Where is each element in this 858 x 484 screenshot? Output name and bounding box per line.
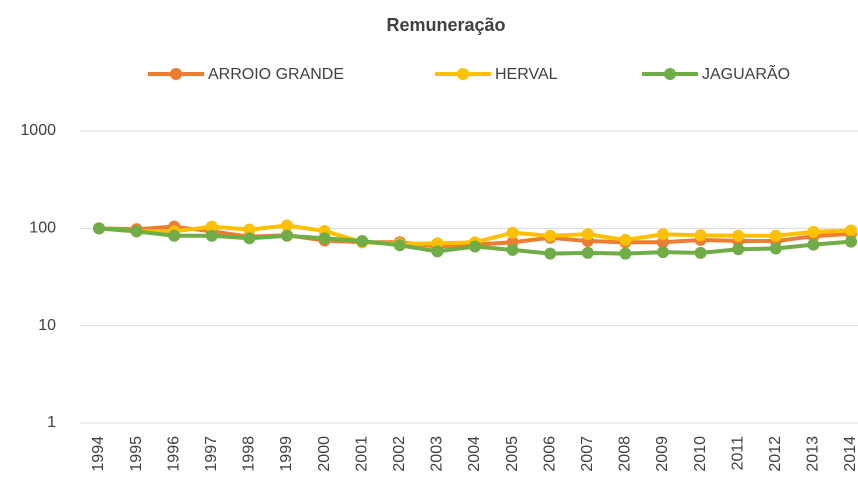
data-point — [657, 246, 669, 259]
data-point — [469, 240, 481, 253]
legend-marker — [664, 68, 676, 80]
legend-label: JAGUARÃO — [702, 63, 790, 83]
data-point — [393, 239, 406, 252]
x-tick-label: 1998 — [241, 436, 258, 472]
data-point — [205, 220, 218, 233]
x-tick-label: 2003 — [429, 436, 446, 472]
x-tick-label: 2013 — [805, 436, 822, 472]
data-point — [769, 229, 782, 242]
x-tick-label: 2007 — [579, 436, 596, 472]
data-point — [732, 243, 745, 256]
data-point — [769, 242, 782, 255]
x-tick-label: 2014 — [842, 436, 858, 472]
data-point — [581, 246, 594, 259]
y-tick-label: 10 — [38, 317, 56, 334]
x-tick-label: 1995 — [128, 436, 145, 472]
data-point — [619, 233, 632, 246]
x-tick-label: 2001 — [353, 436, 370, 472]
x-tick-label: 1999 — [278, 436, 295, 472]
data-point — [657, 228, 669, 241]
data-point — [544, 229, 557, 242]
data-point — [93, 222, 105, 235]
x-tick-label: 1994 — [90, 436, 107, 472]
data-point — [581, 228, 594, 241]
data-point — [506, 226, 519, 239]
data-point — [694, 229, 707, 242]
x-tick-label: 2000 — [316, 436, 333, 472]
x-tick-label: 1996 — [165, 436, 182, 472]
data-point — [845, 235, 857, 248]
chart-title: Remuneração — [386, 15, 505, 35]
x-tick-label: 1997 — [203, 436, 220, 472]
legend-marker — [457, 68, 469, 80]
legend-label: HERVAL — [495, 66, 558, 83]
data-point — [243, 223, 256, 236]
x-tick-label: 2009 — [654, 436, 671, 472]
data-point — [807, 225, 820, 238]
data-point — [619, 247, 632, 260]
legend-marker — [170, 68, 182, 80]
x-tick-label: 2004 — [466, 436, 483, 472]
data-point — [506, 243, 519, 256]
y-tick-label: 1000 — [20, 122, 56, 139]
x-tick-label: 2002 — [391, 436, 408, 472]
y-tick-label: 1 — [47, 414, 56, 431]
x-tick-label: 2008 — [617, 436, 634, 472]
data-point — [807, 238, 820, 251]
data-point — [544, 247, 557, 260]
x-tick-label: 2010 — [692, 436, 709, 472]
data-point — [281, 219, 293, 232]
data-point — [243, 232, 256, 245]
data-point — [281, 229, 293, 242]
data-point — [130, 225, 143, 238]
data-point — [205, 229, 218, 242]
x-tick-label: 2005 — [504, 436, 521, 472]
data-point — [168, 229, 181, 242]
x-tick-label: 2006 — [541, 436, 558, 472]
data-point — [845, 224, 857, 237]
data-point — [431, 245, 444, 258]
data-point — [732, 229, 745, 242]
legend-label: ARROIO GRANDE — [208, 66, 344, 83]
data-point — [694, 246, 707, 259]
data-point — [318, 232, 331, 245]
x-tick-label: 2012 — [767, 436, 784, 472]
x-tick-label: 2011 — [729, 436, 746, 471]
data-point — [356, 235, 369, 248]
y-tick-label: 100 — [29, 220, 56, 237]
